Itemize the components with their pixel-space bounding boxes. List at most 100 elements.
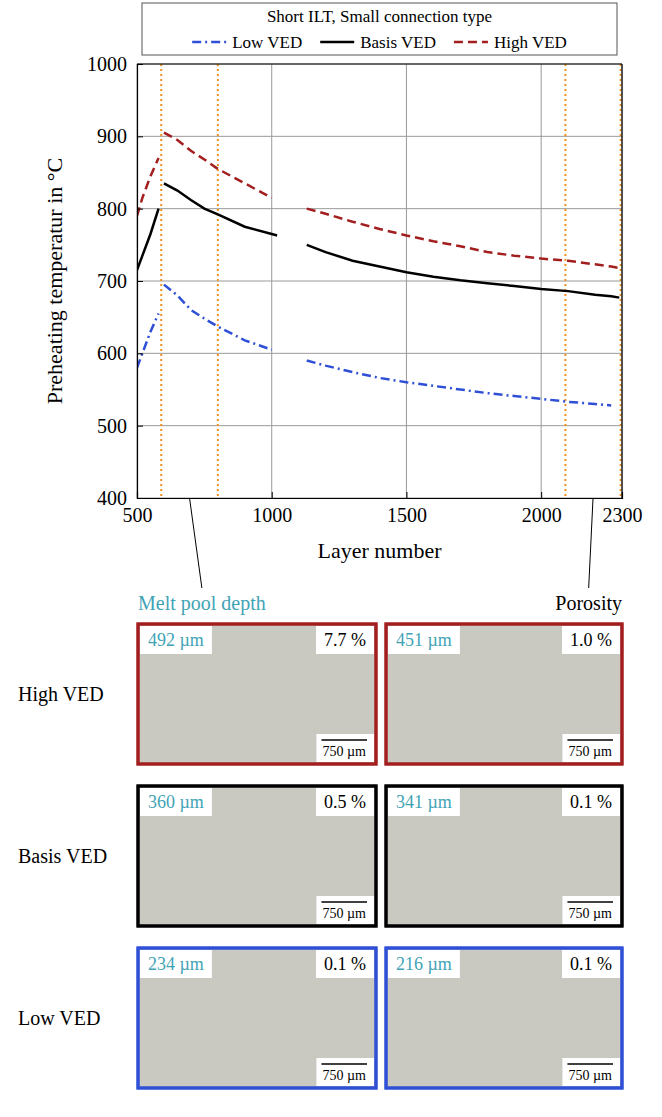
label-patch — [140, 788, 212, 816]
grid-line — [622, 64, 623, 498]
label-patch — [562, 626, 620, 654]
row-label: Basis VED — [18, 845, 107, 867]
row-label: Low VED — [18, 1007, 100, 1029]
legend-item: High VED — [454, 33, 567, 52]
grid-line — [271, 64, 272, 498]
micrograph-frame — [386, 786, 622, 926]
tick-label: 700 — [97, 270, 127, 292]
series-line — [137, 133, 619, 268]
axis-line — [138, 65, 144, 499]
scale-bar-patch — [316, 1058, 374, 1086]
legend-label: High VED — [494, 33, 567, 52]
label-patch — [316, 626, 374, 654]
tick-label: 800 — [97, 198, 127, 220]
y-axis: 400 500 600 700 800 900 1000 — [87, 53, 143, 509]
tick-label: 1000 — [252, 504, 292, 526]
label-patch — [388, 788, 460, 816]
marker-line — [217, 64, 219, 498]
tick-label: 1000 — [87, 53, 127, 75]
porosity: 7.7 % — [324, 630, 366, 650]
scale-bar-patch — [316, 896, 374, 924]
melt-pool-depth: 451 µm — [396, 630, 452, 650]
scale-bar — [567, 901, 613, 903]
tick: 500 — [97, 415, 143, 437]
scale-bar-label: 750 µm — [323, 744, 367, 759]
tick-label: 600 — [97, 342, 127, 364]
micrograph-border — [138, 948, 376, 1088]
series-line — [137, 285, 611, 406]
tick-mark — [272, 492, 273, 498]
micrograph: 341 µm0.1 %750 µm — [386, 786, 622, 926]
legend-label: Low VED — [232, 33, 302, 52]
tick: 1500 — [387, 492, 427, 526]
scale-bar — [321, 901, 367, 903]
legend-swatch — [454, 41, 488, 44]
scale-bar — [321, 739, 367, 741]
legend-item: Basis VED — [320, 33, 436, 52]
tick-label: 500 — [97, 415, 127, 437]
frame — [137, 63, 622, 64]
column-title: Porosity — [555, 592, 622, 615]
legend-title: Short ILT, Small connection type — [267, 7, 492, 26]
scale-bar-label: 750 µm — [569, 1068, 613, 1083]
micrograph: 216 µm0.1 %750 µm — [386, 948, 622, 1088]
tick-label: 900 — [97, 125, 127, 147]
legend: Short ILT, Small connection type Low VED B… — [142, 3, 617, 55]
tick-label: 2000 — [522, 504, 562, 526]
label-patch — [140, 950, 212, 978]
micrograph-border — [386, 786, 622, 926]
y-axis-title: Preheating temperatur in °C — [42, 158, 67, 404]
marker-line — [620, 64, 622, 498]
marker-line — [564, 64, 566, 498]
tick-label: 2300 — [603, 504, 643, 526]
tick-mark — [137, 281, 143, 282]
grid — [137, 64, 622, 498]
legend-item: Low VED — [192, 33, 302, 52]
grid-line — [406, 64, 407, 498]
tick-label: 400 — [97, 487, 127, 509]
tick-mark — [137, 136, 143, 137]
scale-bar-patch — [316, 734, 374, 762]
axis-line — [138, 492, 623, 499]
scale-bar-label: 750 µm — [323, 906, 367, 921]
x-axis-title: Layer number — [318, 538, 443, 563]
tick-label: 1500 — [387, 504, 427, 526]
micrograph-frame — [386, 624, 622, 764]
scale-bar — [567, 1063, 613, 1065]
porosity: 0.1 % — [324, 954, 366, 974]
melt-pool-depth: 216 µm — [396, 954, 452, 974]
label-patch — [562, 950, 620, 978]
scale-bar-label: 750 µm — [323, 1068, 367, 1083]
micrograph-frame — [138, 948, 376, 1088]
label-patch — [388, 626, 460, 654]
micrograph-frame — [386, 948, 622, 1088]
melt-pool-depth: 492 µm — [148, 630, 204, 650]
legend-label: Basis VED — [360, 33, 436, 52]
micrograph: 492 µm 7.7 % 750 µm — [138, 624, 376, 764]
legend-box — [142, 3, 617, 55]
tick-mark — [137, 353, 143, 354]
scale-bar-patch — [562, 896, 620, 924]
label-patch — [316, 788, 374, 816]
tick: 800 — [97, 198, 143, 220]
legend-swatch — [320, 41, 354, 44]
x-axis: 500 1000 1500 2000 2300 — [123, 492, 643, 526]
scale-bar-label: 750 µm — [569, 744, 613, 759]
frame — [621, 64, 622, 498]
porosity: 0.1 % — [570, 792, 612, 812]
series-lines — [137, 133, 619, 406]
grid-line — [541, 64, 542, 498]
label-patch — [140, 626, 212, 654]
leader-line — [190, 498, 202, 588]
tick-mark — [137, 498, 143, 499]
label-patch — [316, 950, 374, 978]
grid-line — [137, 136, 622, 137]
micrograph-border — [138, 786, 376, 926]
tick-mark — [541, 492, 542, 498]
tick: 700 — [97, 270, 143, 292]
tick-label: 500 — [123, 504, 153, 526]
scale-bar — [567, 739, 613, 741]
micrograph-frame — [138, 786, 376, 926]
column-title: Melt pool depth — [138, 592, 266, 615]
marker-lines — [161, 64, 620, 498]
